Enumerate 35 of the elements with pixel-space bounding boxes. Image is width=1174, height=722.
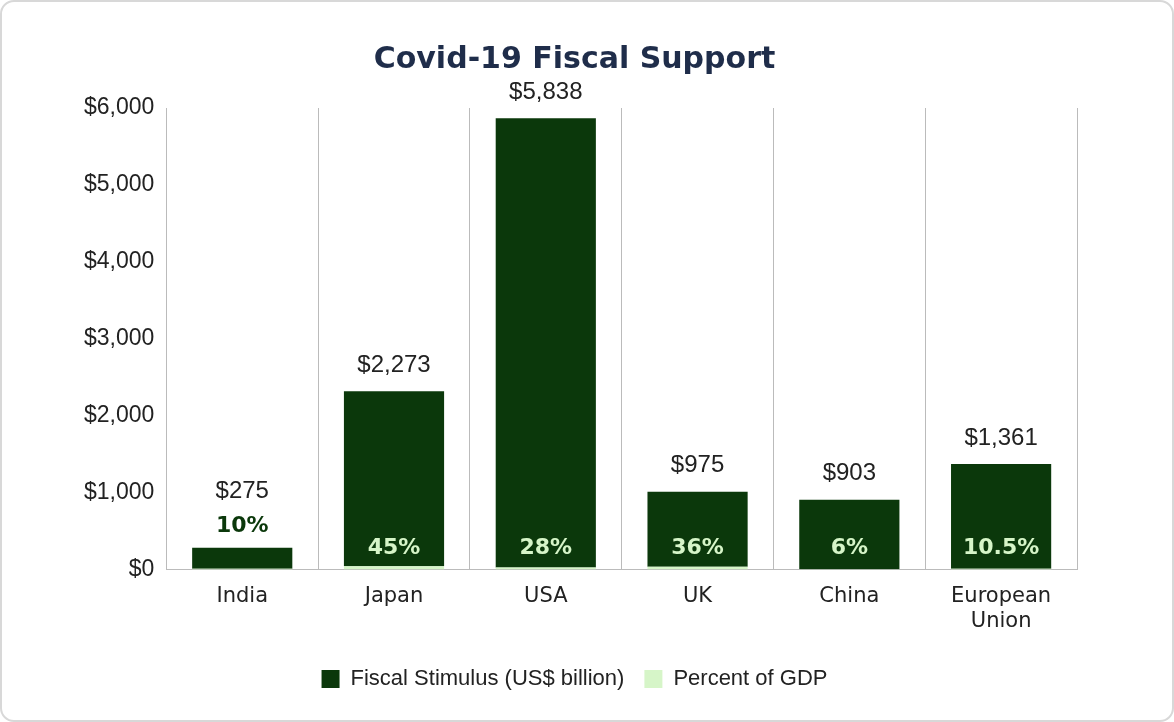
bar xyxy=(495,567,596,570)
bar xyxy=(192,547,293,569)
y-tick-label: $0 xyxy=(128,554,155,581)
x-tick-label: Japan xyxy=(362,582,424,607)
y-tick-label: $5,000 xyxy=(83,170,155,197)
bar xyxy=(343,391,445,567)
y-tick-label: $4,000 xyxy=(83,247,155,274)
data-label: 28% xyxy=(519,534,573,560)
y-tick-label: $6,000 xyxy=(83,93,155,120)
bar xyxy=(647,491,748,567)
y-tick-label: $1,000 xyxy=(83,478,155,505)
x-tick-label: European Union xyxy=(951,582,1052,632)
data-label: $903 xyxy=(822,458,877,486)
bar xyxy=(799,499,900,570)
data-label: 36% xyxy=(671,534,724,560)
data-label: $1,361 xyxy=(964,422,1038,450)
bar xyxy=(951,464,1052,569)
data-label: $975 xyxy=(670,450,725,478)
y-tick-label: $3,000 xyxy=(83,324,155,351)
y-tick-label: $2,000 xyxy=(83,401,155,428)
data-label: 10.5% xyxy=(962,534,1040,560)
data-label: 10% xyxy=(215,512,269,538)
data-label: $5,838 xyxy=(509,76,583,104)
data-label: $275 xyxy=(215,476,269,504)
bar xyxy=(495,118,596,568)
data-label: 6% xyxy=(830,534,869,560)
x-tick-label: India xyxy=(216,582,269,607)
x-tick-label: UK xyxy=(682,582,714,607)
legend-label: Percent of GDP xyxy=(673,665,828,691)
data-label: 45% xyxy=(367,534,421,560)
x-tick-label: USA xyxy=(524,582,569,607)
x-tick-label: China xyxy=(819,582,880,607)
legend-label: Fiscal Stimulus (US$ billion) xyxy=(350,665,625,691)
chart-title: Covid-19 Fiscal Support xyxy=(373,39,776,75)
data-label: $2,273 xyxy=(357,349,431,377)
